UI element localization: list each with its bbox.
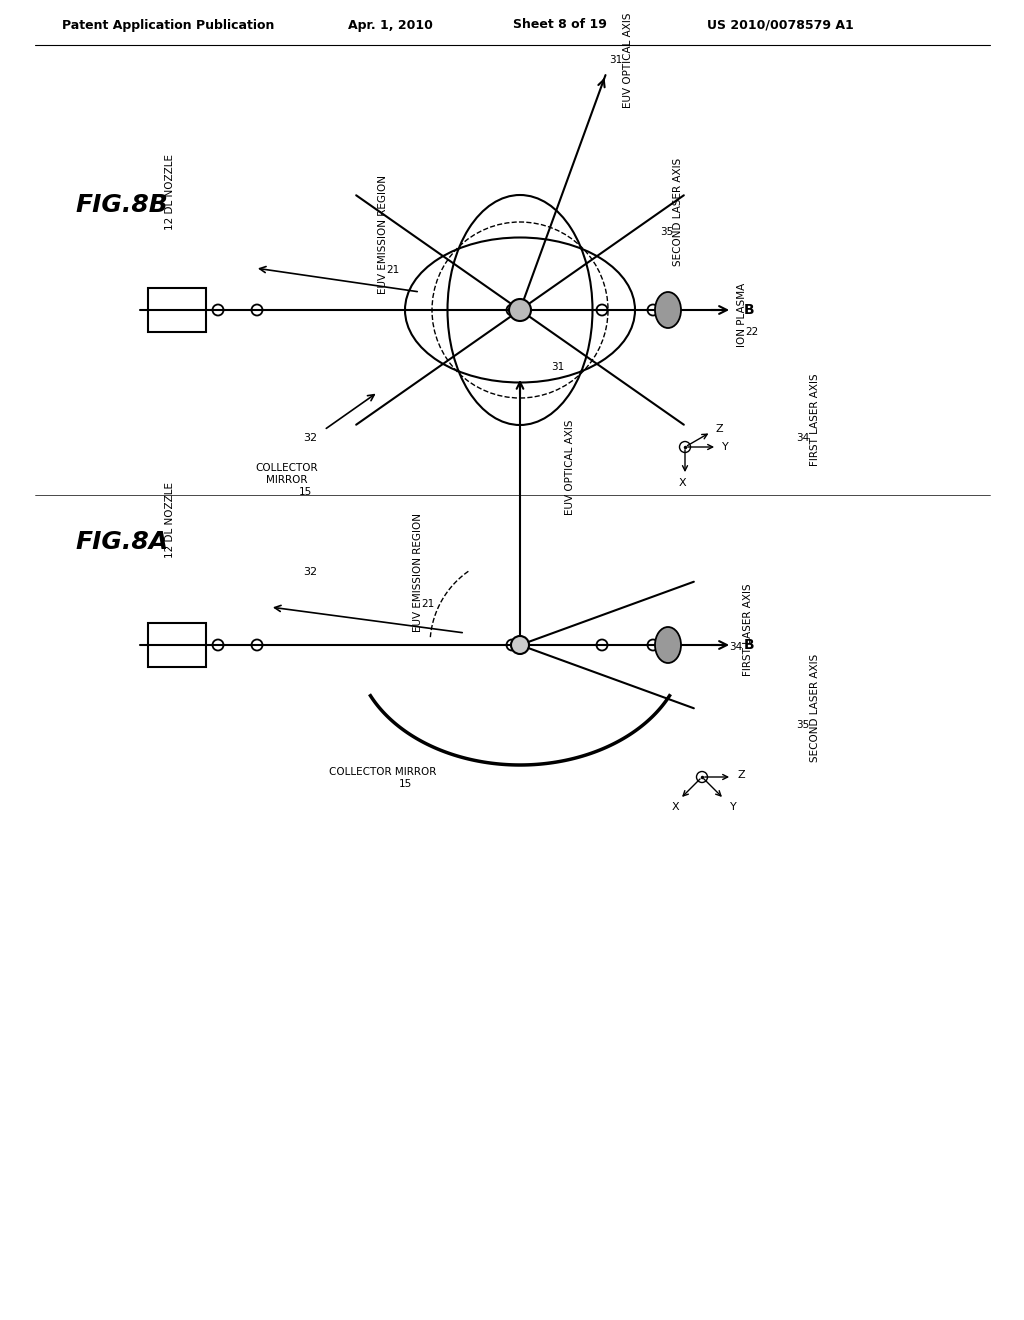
Circle shape xyxy=(509,300,531,321)
Text: 22: 22 xyxy=(745,327,759,337)
Text: Apr. 1, 2010: Apr. 1, 2010 xyxy=(347,18,432,32)
Bar xyxy=(148,288,206,333)
Text: 12 DL NOZZLE: 12 DL NOZZLE xyxy=(165,482,175,558)
Text: COLLECTOR: COLLECTOR xyxy=(256,463,318,473)
Ellipse shape xyxy=(655,292,681,327)
Text: FIG.8B: FIG.8B xyxy=(75,193,168,216)
Text: MIRROR: MIRROR xyxy=(266,475,308,484)
Text: Y: Y xyxy=(730,803,736,812)
Text: 34: 34 xyxy=(797,433,810,444)
Text: X: X xyxy=(678,478,686,488)
Text: US 2010/0078579 A1: US 2010/0078579 A1 xyxy=(707,18,853,32)
Text: 15: 15 xyxy=(298,487,311,498)
Text: SECOND LASER AXIS: SECOND LASER AXIS xyxy=(810,653,820,762)
Text: 31: 31 xyxy=(551,362,564,372)
Text: Z: Z xyxy=(738,770,745,780)
Text: SECOND LASER AXIS: SECOND LASER AXIS xyxy=(673,158,683,267)
Text: B: B xyxy=(744,638,755,652)
Bar xyxy=(148,623,206,667)
Text: EUV EMISSION REGION: EUV EMISSION REGION xyxy=(413,512,423,631)
Text: 12 DL NOZZLE: 12 DL NOZZLE xyxy=(165,154,175,230)
Text: B: B xyxy=(744,304,755,317)
Text: EUV EMISSION REGION: EUV EMISSION REGION xyxy=(378,176,388,294)
Text: FIRST LASER AXIS: FIRST LASER AXIS xyxy=(743,583,753,676)
Text: EUV OPTICAL AXIS: EUV OPTICAL AXIS xyxy=(565,420,575,515)
Text: Y: Y xyxy=(722,442,729,451)
Text: 21: 21 xyxy=(421,599,434,609)
Text: X: X xyxy=(672,803,680,812)
Ellipse shape xyxy=(655,627,681,663)
Text: ION PLASMA: ION PLASMA xyxy=(737,282,746,347)
Text: 31: 31 xyxy=(609,55,623,65)
Text: 35: 35 xyxy=(660,227,674,238)
Text: FIG.8A: FIG.8A xyxy=(75,531,168,554)
Text: 32: 32 xyxy=(303,433,317,444)
Text: FIRST LASER AXIS: FIRST LASER AXIS xyxy=(810,374,820,466)
Text: 15: 15 xyxy=(398,779,412,789)
Text: 21: 21 xyxy=(386,265,399,275)
Text: Z: Z xyxy=(716,424,724,434)
Text: COLLECTOR MIRROR: COLLECTOR MIRROR xyxy=(330,767,436,777)
Circle shape xyxy=(511,636,529,653)
Text: EUV OPTICAL AXIS: EUV OPTICAL AXIS xyxy=(623,12,633,108)
Text: Sheet 8 of 19: Sheet 8 of 19 xyxy=(513,18,607,32)
Text: Patent Application Publication: Patent Application Publication xyxy=(61,18,274,32)
Text: 34: 34 xyxy=(729,642,742,652)
Text: 35: 35 xyxy=(797,719,810,730)
Text: 32: 32 xyxy=(303,568,317,577)
